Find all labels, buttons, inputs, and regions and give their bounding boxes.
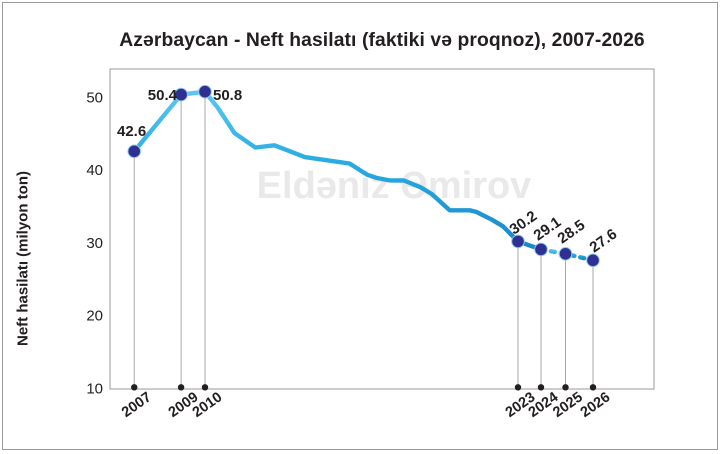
svg-text:20: 20 [86,308,103,325]
svg-text:10: 10 [86,380,103,397]
svg-text:2026: 2026 [578,389,614,421]
svg-text:40: 40 [86,162,103,179]
svg-text:Eldəniz Əmirov: Eldəniz Əmirov [257,165,532,207]
svg-text:42.6: 42.6 [117,123,146,140]
svg-text:50: 50 [86,90,103,107]
svg-text:50.8: 50.8 [213,87,242,104]
svg-text:2007: 2007 [119,389,155,421]
svg-text:27.6: 27.6 [587,226,621,257]
svg-text:30: 30 [86,235,103,252]
svg-text:50.4: 50.4 [148,87,178,104]
